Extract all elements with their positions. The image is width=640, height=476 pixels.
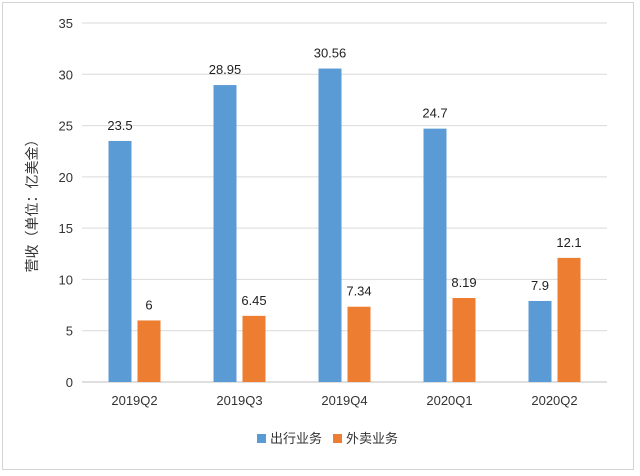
legend-swatch xyxy=(333,434,342,443)
gridlines xyxy=(82,22,607,383)
y-tick-label: 5 xyxy=(66,324,73,339)
y-tick-label: 10 xyxy=(59,272,73,287)
data-label: 28.95 xyxy=(209,62,242,77)
bar-series-1 xyxy=(108,140,132,382)
y-tick-label: 0 xyxy=(66,375,73,390)
x-tick-label: 2019Q4 xyxy=(321,393,367,408)
data-label: 6.45 xyxy=(241,293,266,308)
y-tick-label: 30 xyxy=(59,67,73,82)
x-tick-label: 2019Q3 xyxy=(216,393,262,408)
data-label: 8.19 xyxy=(451,275,476,290)
bars xyxy=(108,68,581,382)
data-label: 23.5 xyxy=(107,118,132,133)
x-tick-label: 2019Q2 xyxy=(111,393,157,408)
legend-label: 外卖业务 xyxy=(346,431,398,447)
y-tick-label: 35 xyxy=(59,16,73,31)
y-tick-label: 15 xyxy=(59,221,73,236)
data-label: 6 xyxy=(145,297,152,312)
x-axis-ticks: 2019Q2 2019Q3 2019Q4 2020Q1 2020Q2 xyxy=(111,393,577,408)
bar-series-1 xyxy=(213,85,237,382)
data-label: 12.1 xyxy=(556,235,581,250)
bar-series-2 xyxy=(347,306,371,382)
legend: 出行业务 外卖业务 xyxy=(257,431,398,447)
data-label: 30.56 xyxy=(314,46,347,61)
bar-series-1 xyxy=(528,300,552,382)
data-label: 7.34 xyxy=(346,284,371,299)
data-label: 24.7 xyxy=(422,106,447,121)
bar-chart: 0 5 10 15 20 25 30 35 23.5 6 28.95 6.45 30.56 7.34 24… xyxy=(25,16,607,447)
y-axis-title: 营收（单位：亿美金） xyxy=(25,133,41,273)
y-tick-label: 20 xyxy=(59,170,73,185)
bar-series-2 xyxy=(137,320,161,382)
bar-series-1 xyxy=(318,68,342,382)
x-tick-label: 2020Q1 xyxy=(426,393,472,408)
bar-series-1 xyxy=(423,128,447,382)
chart-frame: 0 5 10 15 20 25 30 35 23.5 6 28.95 6.45 30.56 7.34 24… xyxy=(2,2,634,470)
legend-swatch xyxy=(257,434,266,443)
data-label: 7.9 xyxy=(531,278,549,293)
y-axis-ticks: 0 5 10 15 20 25 30 35 xyxy=(59,16,73,390)
legend-label: 出行业务 xyxy=(270,431,322,447)
x-tick-label: 2020Q2 xyxy=(531,393,577,408)
data-labels: 23.5 6 28.95 6.45 30.56 7.34 24.7 8.19 7.9 12.1 xyxy=(107,46,581,313)
bar-series-2 xyxy=(242,315,266,382)
y-tick-label: 25 xyxy=(59,119,73,134)
bar-series-2 xyxy=(557,257,581,382)
bar-series-2 xyxy=(452,297,476,382)
